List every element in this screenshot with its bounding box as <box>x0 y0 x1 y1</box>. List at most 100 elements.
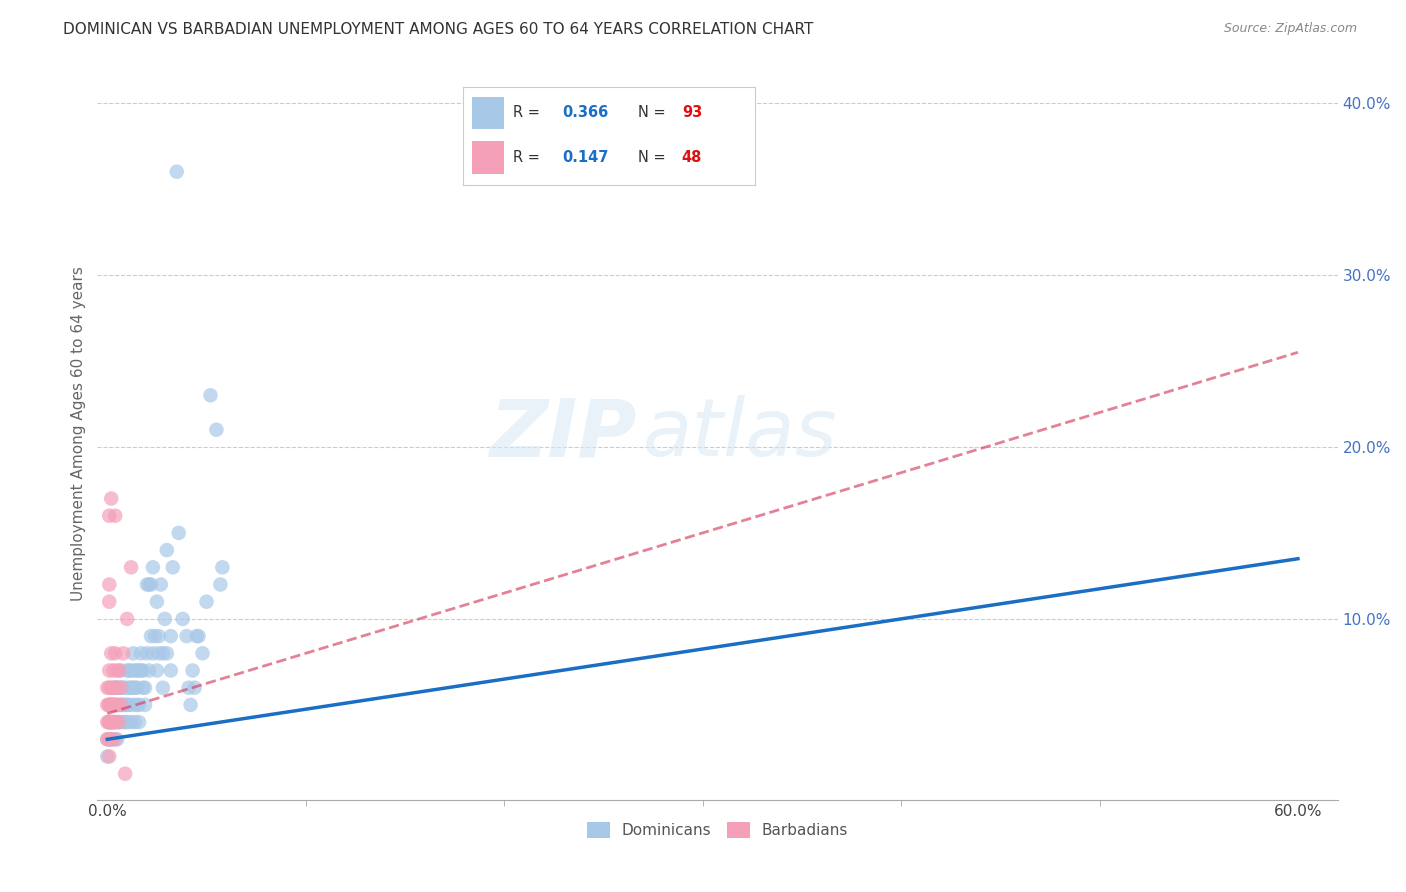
Point <box>114 681 136 695</box>
Point <box>98 749 121 764</box>
Point <box>200 388 222 402</box>
Point <box>103 698 125 712</box>
Point <box>156 646 179 660</box>
Point <box>124 681 146 695</box>
Point <box>96 698 118 712</box>
Point <box>112 681 135 695</box>
Point <box>98 715 121 730</box>
Point <box>205 423 228 437</box>
Point <box>103 715 125 730</box>
Point <box>108 715 131 730</box>
Point <box>96 732 118 747</box>
Point <box>103 732 125 747</box>
Point <box>100 715 122 730</box>
Point <box>105 681 128 695</box>
Point <box>148 646 170 660</box>
Point <box>105 664 128 678</box>
Point <box>104 732 127 747</box>
Point <box>115 698 138 712</box>
Point <box>98 698 121 712</box>
Point <box>100 698 122 712</box>
Point <box>159 664 181 678</box>
Point <box>104 715 127 730</box>
Point <box>118 664 141 678</box>
Point <box>100 491 122 506</box>
Point <box>120 560 142 574</box>
Point <box>162 560 184 574</box>
Point <box>186 629 208 643</box>
Point <box>181 664 204 678</box>
Point <box>105 681 128 695</box>
Point <box>115 715 138 730</box>
Point <box>114 698 136 712</box>
Point <box>104 698 127 712</box>
Point <box>103 715 125 730</box>
Point <box>112 646 135 660</box>
Point <box>152 646 174 660</box>
Point <box>177 681 200 695</box>
Point <box>118 698 141 712</box>
Point <box>143 629 166 643</box>
Point <box>98 698 121 712</box>
Point <box>103 715 125 730</box>
Point <box>124 664 146 678</box>
Point <box>187 629 209 643</box>
Point <box>142 646 165 660</box>
Point <box>105 698 128 712</box>
Point <box>138 664 160 678</box>
Point <box>100 732 122 747</box>
Point <box>112 715 135 730</box>
Point <box>159 629 181 643</box>
Point <box>118 681 141 695</box>
Point <box>98 732 121 747</box>
Point <box>98 698 121 712</box>
Point <box>103 698 125 712</box>
Point <box>138 577 160 591</box>
Point <box>142 560 165 574</box>
Point <box>148 629 170 643</box>
Point <box>122 646 145 660</box>
Point <box>100 646 122 660</box>
Point <box>112 698 135 712</box>
Point <box>104 681 127 695</box>
Y-axis label: Unemployment Among Ages 60 to 64 years: Unemployment Among Ages 60 to 64 years <box>72 267 86 601</box>
Point <box>98 508 121 523</box>
Point <box>105 715 128 730</box>
Point <box>96 732 118 747</box>
Point <box>172 612 194 626</box>
Point <box>120 681 142 695</box>
Point <box>110 681 132 695</box>
Point <box>98 732 121 747</box>
Point <box>103 664 125 678</box>
Point <box>146 664 169 678</box>
Point <box>209 577 232 591</box>
Point <box>132 681 155 695</box>
Point <box>191 646 214 660</box>
Point <box>98 664 121 678</box>
Point <box>98 715 121 730</box>
Point <box>98 715 121 730</box>
Text: DOMINICAN VS BARBADIAN UNEMPLOYMENT AMONG AGES 60 TO 64 YEARS CORRELATION CHART: DOMINICAN VS BARBADIAN UNEMPLOYMENT AMON… <box>63 22 814 37</box>
Point <box>104 681 127 695</box>
Legend: Dominicans, Barbadians: Dominicans, Barbadians <box>581 816 855 845</box>
Text: atlas: atlas <box>643 395 838 473</box>
Point <box>166 165 188 179</box>
Point <box>108 664 131 678</box>
Point <box>120 664 142 678</box>
Point <box>104 715 127 730</box>
Point <box>100 715 122 730</box>
Point <box>100 732 122 747</box>
Point <box>100 698 122 712</box>
Point <box>104 698 127 712</box>
Point <box>139 629 162 643</box>
Point <box>98 577 121 591</box>
Point <box>110 681 132 695</box>
Point <box>104 508 127 523</box>
Point <box>167 525 190 540</box>
Point <box>134 698 156 712</box>
Point <box>136 646 159 660</box>
Point <box>98 595 121 609</box>
Point <box>156 543 179 558</box>
Point <box>176 629 198 643</box>
Point <box>136 577 159 591</box>
